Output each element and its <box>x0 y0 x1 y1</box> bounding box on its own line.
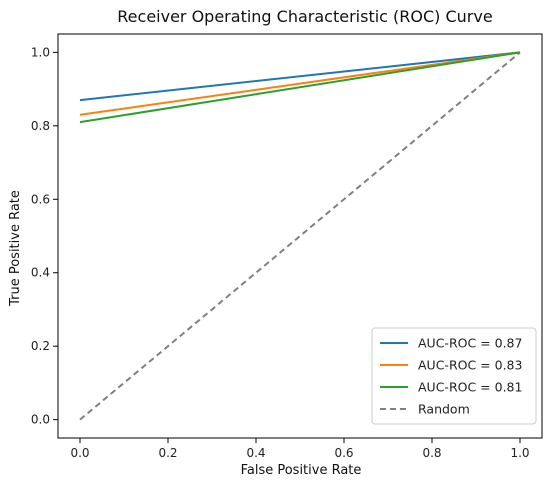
legend-label: AUC-ROC = 0.81 <box>418 380 522 395</box>
x-axis-label: False Positive Rate <box>241 463 362 478</box>
x-tick-label: 0.6 <box>334 446 353 460</box>
x-tick-label: 0.0 <box>70 446 89 460</box>
y-tick-label: 0.8 <box>31 119 50 133</box>
x-tick-label: 0.2 <box>158 446 177 460</box>
y-tick-label: 0.4 <box>31 266 50 280</box>
y-tick-label: 0.2 <box>31 339 50 353</box>
x-tick-label: 0.4 <box>246 446 265 460</box>
x-tick-label: 0.8 <box>422 446 441 460</box>
chart-title: Receiver Operating Characteristic (ROC) … <box>117 7 492 26</box>
legend-label: AUC-ROC = 0.83 <box>418 358 522 373</box>
series-line <box>79 51 521 124</box>
series-line <box>79 51 521 116</box>
plot-lines <box>79 51 521 421</box>
legend-label: AUC-ROC = 0.87 <box>418 336 522 351</box>
legend-box <box>371 327 537 425</box>
legend-label: Random <box>418 402 470 417</box>
legend: AUC-ROC = 0.87 AUC-ROC = 0.83 AUC-ROC = 0.… <box>371 327 537 425</box>
y-tick-label: 0.0 <box>31 413 50 427</box>
x-tick-label: 1.0 <box>510 446 529 460</box>
y-tick-label: 1.0 <box>31 45 50 59</box>
axis-ticks: 0.0 0.2 0.4 0.6 0.8 1.0 0.0 0.2 0.4 0.6 0.8 1.0 <box>31 45 530 460</box>
y-axis-label: True Positive Rate <box>8 190 23 307</box>
series-line <box>79 51 521 421</box>
y-tick-label: 0.6 <box>31 192 50 206</box>
series-line <box>79 51 521 102</box>
plot-frame <box>57 33 543 439</box>
